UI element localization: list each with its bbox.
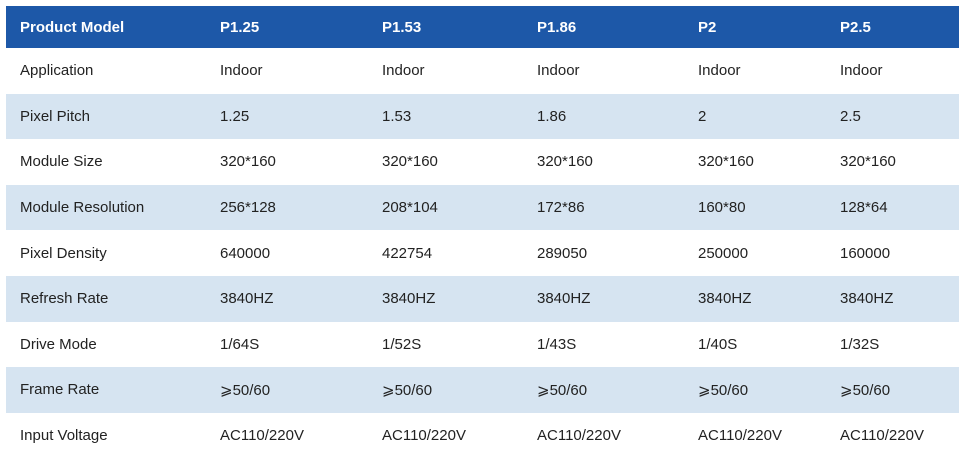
table-row: Refresh Rate 3840HZ 3840HZ 3840HZ 3840HZ… — [6, 275, 959, 322]
row-label: Refresh Rate — [6, 275, 206, 322]
table-cell: Indoor — [826, 48, 959, 94]
table-cell: 3840HZ — [826, 275, 959, 322]
table-cell: 289050 — [523, 230, 684, 276]
table-cell: 320*160 — [826, 139, 959, 185]
table-cell: 1/40S — [684, 321, 826, 368]
table-cell: 1.25 — [206, 93, 368, 140]
header-cell-p1-86: P1.86 — [523, 6, 684, 48]
table-row: Pixel Pitch 1.25 1.53 1.86 2 2.5 — [6, 93, 959, 140]
header-cell-p1-53: P1.53 — [368, 6, 523, 48]
table-cell: 320*160 — [523, 139, 684, 185]
table-cell: Indoor — [206, 48, 368, 94]
table-cell: 1/64S — [206, 321, 368, 368]
table-cell: 208*104 — [368, 184, 523, 231]
table-cell: 1.86 — [523, 93, 684, 140]
header-cell-p2: P2 — [684, 6, 826, 48]
row-label: Module Size — [6, 139, 206, 185]
table-row: Application Indoor Indoor Indoor Indoor … — [6, 48, 959, 94]
table-cell: ⩾50/60 — [523, 367, 684, 413]
table-cell: 3840HZ — [523, 275, 684, 322]
table-cell: 1/32S — [826, 321, 959, 368]
row-label: Input Voltage — [6, 412, 206, 459]
table-header: Product Model P1.25 P1.53 P1.86 P2 P2.5 — [6, 6, 959, 48]
table-cell: 160*80 — [684, 184, 826, 231]
row-label: Application — [6, 48, 206, 94]
table-cell: 256*128 — [206, 184, 368, 231]
table-row: Drive Mode 1/64S 1/52S 1/43S 1/40S 1/32S — [6, 321, 959, 368]
row-label: Pixel Density — [6, 230, 206, 276]
row-label: Module Resolution — [6, 184, 206, 231]
table-cell: 422754 — [368, 230, 523, 276]
table-cell: Indoor — [523, 48, 684, 94]
table-cell: AC110/220V — [523, 412, 684, 459]
table-cell: 250000 — [684, 230, 826, 276]
row-label: Pixel Pitch — [6, 93, 206, 140]
spec-table: Product Model P1.25 P1.53 P1.86 P2 P2.5 … — [6, 6, 959, 459]
table-cell: ⩾50/60 — [684, 367, 826, 413]
header-cell-p2-5: P2.5 — [826, 6, 959, 48]
row-label: Frame Rate — [6, 367, 206, 413]
table-cell: ⩾50/60 — [826, 367, 959, 413]
table-cell: 160000 — [826, 230, 959, 276]
table-row: Module Size 320*160 320*160 320*160 320*… — [6, 139, 959, 185]
table-cell: AC110/220V — [826, 412, 959, 459]
table-row: Frame Rate ⩾50/60 ⩾50/60 ⩾50/60 ⩾50/60 ⩾… — [6, 367, 959, 413]
header-cell-product-model: Product Model — [6, 6, 206, 48]
table-cell: Indoor — [368, 48, 523, 94]
table-cell: AC110/220V — [368, 412, 523, 459]
table-cell: 128*64 — [826, 184, 959, 231]
table-cell: Indoor — [684, 48, 826, 94]
table-row: Pixel Density 640000 422754 289050 25000… — [6, 230, 959, 276]
table-cell: 320*160 — [206, 139, 368, 185]
table-cell: 3840HZ — [206, 275, 368, 322]
table-cell: 320*160 — [684, 139, 826, 185]
table-cell: 2.5 — [826, 93, 959, 140]
table-cell: 1/52S — [368, 321, 523, 368]
table-cell: 1/43S — [523, 321, 684, 368]
table-cell: 320*160 — [368, 139, 523, 185]
table-cell: 640000 — [206, 230, 368, 276]
table-cell: 3840HZ — [684, 275, 826, 322]
table-row: Input Voltage AC110/220V AC110/220V AC11… — [6, 412, 959, 459]
header-row: Product Model P1.25 P1.53 P1.86 P2 P2.5 — [6, 6, 959, 48]
table-cell: 3840HZ — [368, 275, 523, 322]
table-cell: ⩾50/60 — [206, 367, 368, 413]
table-cell: AC110/220V — [206, 412, 368, 459]
table-cell: 172*86 — [523, 184, 684, 231]
table-body: Application Indoor Indoor Indoor Indoor … — [6, 48, 959, 459]
header-cell-p1-25: P1.25 — [206, 6, 368, 48]
table-cell: ⩾50/60 — [368, 367, 523, 413]
table-row: Module Resolution 256*128 208*104 172*86… — [6, 184, 959, 231]
table-cell: 1.53 — [368, 93, 523, 140]
table-cell: AC110/220V — [684, 412, 826, 459]
table-cell: 2 — [684, 93, 826, 140]
row-label: Drive Mode — [6, 321, 206, 368]
